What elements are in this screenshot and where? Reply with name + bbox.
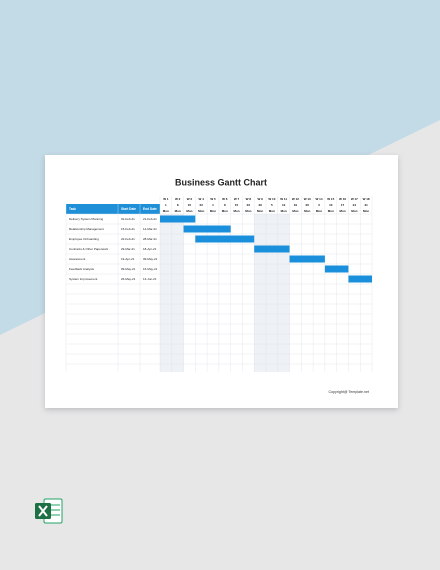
column-shade [160, 214, 172, 372]
week-label: W 1 [163, 197, 169, 201]
column-header: Task [69, 207, 76, 211]
task-cell: Feedback Analysis [69, 267, 95, 271]
week-date: 15 [188, 203, 192, 207]
week-day: Mon [222, 209, 228, 213]
week-day: Mon [210, 209, 216, 213]
week-day: Mon [363, 209, 369, 213]
column-shade [171, 214, 184, 372]
week-label: W 8 [246, 197, 252, 201]
week-date: 26 [306, 203, 310, 207]
gantt-bar [324, 265, 349, 273]
week-day: Mon [257, 209, 263, 213]
date-cell: 01-Feb-21 [121, 217, 135, 221]
week-date: 22 [200, 203, 204, 207]
gantt-bar [348, 275, 372, 283]
title: Business Gantt Chart [175, 177, 267, 187]
task-cell: Contracts & Other Paperwork [69, 247, 109, 251]
task-cell: Assessment [69, 257, 86, 261]
week-day: Mon [292, 209, 298, 213]
week-label: W 5 [210, 197, 216, 201]
week-date: 10 [329, 203, 333, 207]
date-cell: 13-Jun-21 [143, 277, 157, 281]
date-cell: 16-May-21 [143, 267, 158, 271]
document-card [45, 155, 398, 408]
week-date: 19 [294, 203, 298, 207]
column-header: Start Date [121, 207, 136, 211]
date-cell: 21-Feb-21 [143, 217, 157, 221]
week-date: 1 [212, 203, 214, 207]
gantt-bar [254, 245, 290, 253]
date-cell: 18-Apr-21 [143, 247, 157, 251]
column-shade [277, 214, 290, 372]
gantt-bar [183, 225, 231, 233]
date-cell: 22-Feb-21 [121, 237, 135, 241]
header-bg [66, 204, 160, 214]
date-cell: 19-Apr-21 [121, 257, 135, 261]
week-day: Mon [351, 209, 357, 213]
gantt-bar [289, 255, 325, 263]
week-day: Mon [245, 209, 251, 213]
week-day: Mon [269, 209, 275, 213]
week-day: Mon [186, 209, 192, 213]
week-day: Mon [339, 209, 345, 213]
date-cell: 26-May-21 [121, 277, 136, 281]
week-label: W 13 [304, 197, 311, 201]
week-date: 1 [165, 203, 167, 207]
task-cell: System Improvement [69, 277, 98, 281]
week-label: W 2 [175, 197, 181, 201]
week-label: W 4 [199, 197, 205, 201]
date-cell: 15-Feb-21 [121, 227, 135, 231]
week-day: Mon [281, 209, 287, 213]
week-day: Mon [198, 209, 204, 213]
week-label: W 7 [234, 197, 240, 201]
week-date: 15 [235, 203, 239, 207]
week-label: W 12 [292, 197, 299, 201]
week-date: 24 [353, 203, 357, 207]
week-label: W 11 [280, 197, 287, 201]
week-date: 17 [341, 203, 345, 207]
week-label: W 9 [257, 197, 263, 201]
task-cell: Delivery System Planning [69, 217, 104, 221]
week-label: W 15 [327, 197, 334, 201]
week-date: 8 [224, 203, 226, 207]
copyright: Copyright@ Template.net [328, 390, 369, 394]
date-cell: 09-May-21 [143, 257, 158, 261]
week-date: 3 [318, 203, 320, 207]
week-date: 29 [258, 203, 262, 207]
week-day: Mon [175, 209, 181, 213]
week-label: W 3 [187, 197, 193, 201]
week-day: Mon [304, 209, 310, 213]
week-day: Mon [316, 209, 322, 213]
week-label: W 18 [363, 197, 370, 201]
column-shade [254, 214, 266, 372]
week-date: 8 [177, 203, 179, 207]
week-date: 12 [282, 203, 286, 207]
week-date: 31 [364, 203, 368, 207]
date-cell: 09-May-21 [121, 267, 136, 271]
week-date: 5 [271, 203, 273, 207]
week-day: Mon [163, 209, 169, 213]
week-label: W 16 [339, 197, 346, 201]
column-shade [266, 214, 278, 372]
gantt-bar [160, 215, 196, 223]
task-cell: Employee Onboarding [69, 237, 99, 241]
week-day: Mon [328, 209, 334, 213]
week-day: Mon [233, 209, 239, 213]
column-header: End Date [143, 207, 157, 211]
excel-icon [35, 498, 63, 524]
week-date: 22 [247, 203, 251, 207]
week-label: W 6 [222, 197, 228, 201]
date-cell: 28-Mar-21 [143, 237, 157, 241]
date-cell: 14-Mar-21 [143, 227, 157, 231]
week-label: W 10 [268, 197, 275, 201]
date-cell: 29-Mar-21 [121, 247, 135, 251]
week-label: W 14 [315, 197, 322, 201]
task-cell: Relationship Management [69, 227, 104, 231]
week-label: W 17 [351, 197, 358, 201]
gantt-bar [195, 235, 255, 243]
